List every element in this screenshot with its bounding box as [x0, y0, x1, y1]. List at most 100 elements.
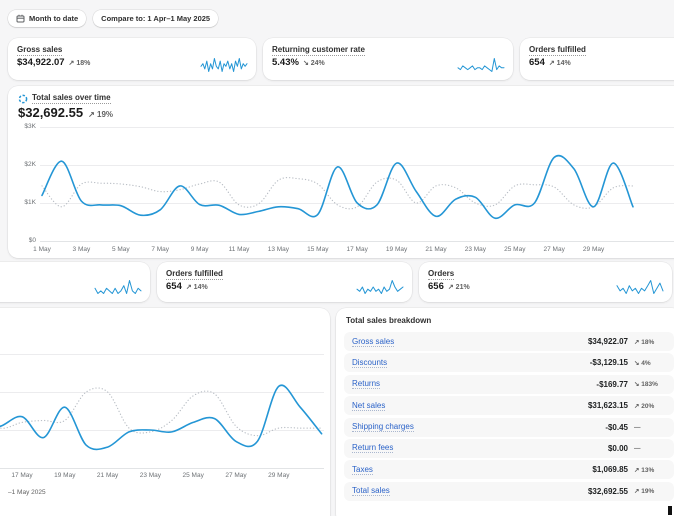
breakdown-value: $0.00	[607, 443, 628, 453]
breakdown-rows: Gross sales $34,922.07 ↗ 18% Discounts -…	[344, 332, 674, 503]
breakdown-label[interactable]: Return fees	[352, 443, 394, 454]
metric-card-cropped-left[interactable]	[0, 262, 150, 302]
orders-link[interactable]: Orders	[428, 269, 455, 280]
breakdown-label[interactable]: Gross sales	[352, 336, 395, 347]
gross-sales-link[interactable]: Gross sales	[17, 45, 63, 56]
total-sales-value: $32,692.55	[18, 105, 84, 120]
x-tick-label: 27 May	[543, 246, 565, 253]
breakdown-row-total-sales[interactable]: Total sales $32,692.55 ↗ 19%	[344, 481, 674, 501]
metric-card-returning-customer-rate[interactable]: Returning customer rate 5.43% ↘ 24%	[263, 38, 513, 80]
breakdown-label[interactable]: Shipping charges	[352, 422, 414, 433]
corner-artifact	[668, 506, 672, 515]
y-tick-label: $1K	[24, 199, 36, 206]
breakdown-delta: ↘ 4%	[634, 359, 651, 367]
x-tick-label: 23 May	[139, 472, 162, 479]
legend-label-cropped: –1 May 2025	[8, 489, 46, 496]
x-tick-label: 7 May	[151, 246, 170, 253]
breakdown-label[interactable]: Taxes	[352, 464, 373, 475]
breakdown-label[interactable]: Total sales	[352, 486, 390, 497]
x-tick-label: 25 May	[182, 472, 204, 479]
gridline	[40, 127, 674, 128]
metric-card-orders-fulfilled-mid[interactable]: Orders fulfilled 654 ↗ 14%	[157, 262, 412, 302]
cropped-card-sparkline	[94, 280, 142, 294]
total-sales-delta: ↗ 19%	[88, 110, 114, 119]
gross-sales-delta: ↗ 18%	[68, 60, 91, 67]
breakdown-row-net-sales[interactable]: Net sales $31,623.15 ↗ 20%	[344, 396, 674, 416]
date-controls: Month to date Compare to: 1 Apr–1 May 20…	[8, 10, 219, 27]
x-tick-label: 17 May	[11, 472, 33, 479]
orders-fulfilled-value: 654	[529, 57, 545, 68]
breakdown-value: $31,623.15	[587, 401, 628, 411]
breakdown-label[interactable]: Returns	[352, 379, 381, 390]
orders-fulfilled-mid-sparkline	[356, 280, 404, 294]
metric-card-gross-sales[interactable]: Gross sales $34,922.07 ↗ 18%	[8, 38, 256, 80]
breakdown-delta: —	[634, 444, 641, 452]
bottom-left-chart-card: 17 May 19 May 21 May 23 May 25 May 27 May 29 M…	[0, 308, 330, 516]
x-tick-label: 27 May	[225, 472, 247, 479]
x-tick-label: 25 May	[504, 246, 526, 253]
breakdown-value: $1,069.85	[592, 465, 628, 475]
x-tick-label: 17 May	[346, 246, 368, 253]
total-sales-over-time-card: Total sales over time $32,692.55 ↗ 19% $…	[8, 86, 674, 258]
breakdown-row-taxes[interactable]: Taxes $1,069.85 ↗ 13%	[344, 460, 674, 480]
returning-customer-rate-delta: ↘ 24%	[302, 60, 325, 67]
orders-delta: ↗ 21%	[447, 284, 470, 291]
gridline	[0, 392, 324, 393]
x-tick-label: 21 May	[96, 472, 119, 479]
orders-fulfilled-mid-value: 654	[166, 281, 182, 292]
orders-fulfilled-mid-delta: ↗ 14%	[185, 284, 208, 291]
returning-customer-rate-value: 5.43%	[272, 57, 299, 68]
breakdown-row-return-fees[interactable]: Return fees $0.00 —	[344, 438, 674, 458]
breakdown-row-returns[interactable]: Returns -$169.77 ↘ 183%	[344, 374, 674, 394]
breakdown-title: Total sales breakdown	[346, 316, 432, 325]
x-tick-label: 21 May	[425, 246, 447, 253]
y-tick-label: $0	[28, 237, 36, 244]
breakdown-delta: ↗ 13%	[634, 466, 655, 474]
x-tick-label: 5 May	[111, 246, 130, 253]
orders-fulfilled-mid-link[interactable]: Orders fulfilled	[166, 269, 223, 280]
x-tick-label: 13 May	[267, 246, 290, 253]
orders-fulfilled-delta: ↗ 14%	[548, 60, 571, 67]
metric-card-orders[interactable]: Orders 656 ↗ 21%	[419, 262, 672, 302]
breakdown-row-gross-sales[interactable]: Gross sales $34,922.07 ↗ 18%	[344, 332, 674, 351]
orders-sparkline	[616, 280, 664, 294]
breakdown-delta: ↗ 19%	[634, 488, 655, 496]
total-sales-over-time-link[interactable]: Total sales over time	[32, 93, 111, 104]
breakdown-row-shipping-charges[interactable]: Shipping charges -$0.45 —	[344, 417, 674, 437]
gross-sales-sparkline	[200, 58, 248, 72]
x-tick-label: 15 May	[307, 246, 329, 253]
gridline	[0, 354, 324, 355]
x-tick-label: 19 May	[54, 472, 76, 479]
breakdown-row-discounts[interactable]: Discounts -$3,129.15 ↘ 4%	[344, 353, 674, 373]
orders-value: 656	[428, 281, 444, 292]
x-tick-label: 9 May	[190, 246, 209, 253]
calendar-icon	[16, 14, 25, 23]
compare-to-label: Compare to: 1 Apr–1 May 2025	[101, 14, 211, 23]
breakdown-delta: —	[634, 423, 641, 431]
date-range-label: Month to date	[29, 14, 79, 23]
breakdown-delta: ↗ 20%	[634, 402, 655, 410]
breakdown-value: -$3,129.15	[589, 358, 628, 368]
x-axis-line	[40, 241, 674, 242]
gridline	[0, 430, 324, 431]
breakdown-label[interactable]: Net sales	[352, 400, 386, 411]
returning-customer-rate-link[interactable]: Returning customer rate	[272, 45, 365, 56]
x-tick-label: 29 May	[582, 246, 605, 253]
x-tick-label: 23 May	[464, 246, 487, 253]
total-sales-chart[interactable]	[34, 122, 674, 248]
bottom-left-chart[interactable]	[0, 315, 330, 475]
gridline	[40, 165, 674, 166]
date-range-button[interactable]: Month to date	[8, 10, 87, 27]
breakdown-value: $32,692.55	[587, 486, 628, 496]
x-tick-label: 1 May	[33, 246, 51, 253]
gross-sales-value: $34,922.07	[17, 57, 65, 68]
total-sales-breakdown-card: Total sales breakdown Gross sales $34,92…	[336, 308, 674, 516]
x-tick-label: 29 May	[268, 472, 290, 479]
orders-fulfilled-link[interactable]: Orders fulfilled	[529, 45, 586, 56]
y-tick-label: $2K	[24, 161, 36, 168]
breakdown-value: -$0.45	[605, 422, 628, 432]
compare-to-button[interactable]: Compare to: 1 Apr–1 May 2025	[93, 10, 219, 27]
breakdown-label[interactable]: Discounts	[352, 357, 388, 368]
y-tick-label: $3K	[24, 123, 36, 130]
metric-card-orders-fulfilled-top[interactable]: Orders fulfilled 654 ↗ 14%	[520, 38, 674, 80]
